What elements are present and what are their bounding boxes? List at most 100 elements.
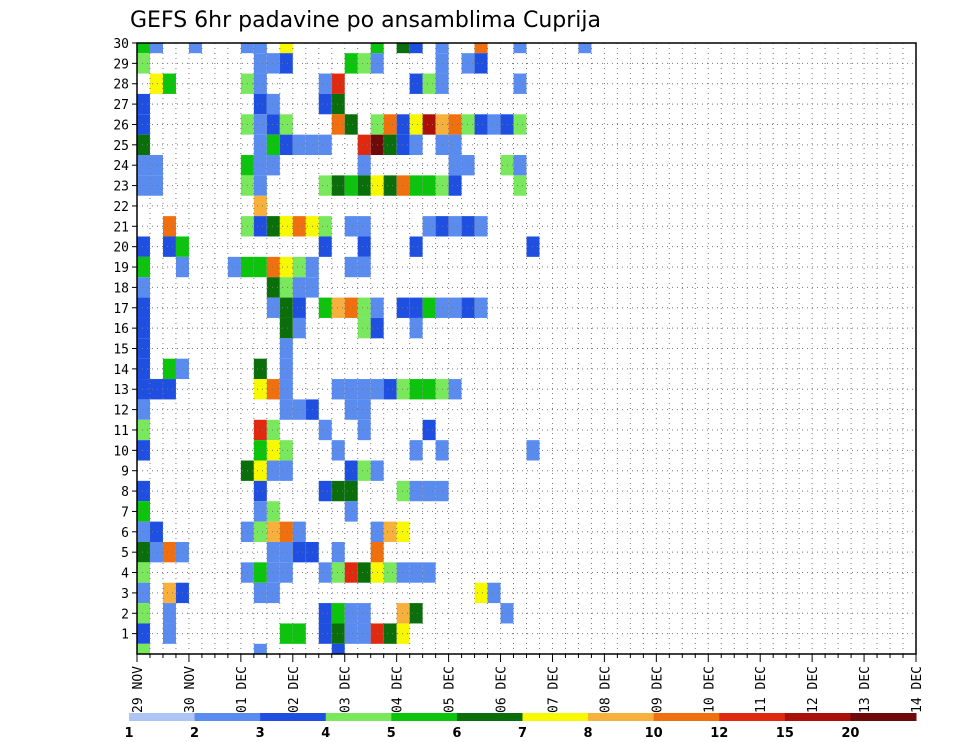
heatmap-cell	[137, 175, 150, 196]
heatmap-cell	[409, 297, 423, 318]
heatmap-cell	[253, 440, 267, 461]
heatmap-cell	[409, 43, 423, 54]
heatmap-cell	[344, 216, 358, 237]
heatmap-cell	[383, 623, 397, 644]
heatmap-cell	[448, 379, 462, 400]
heatmap-cell	[331, 541, 345, 563]
heatmap-cell	[318, 175, 332, 196]
y-tick-label: 26	[113, 118, 129, 133]
heatmap-cell	[435, 43, 449, 54]
heatmap-cell	[137, 480, 150, 502]
heatmap-cell	[149, 43, 163, 54]
heatmap-cell	[279, 399, 293, 420]
heatmap-cell	[253, 256, 267, 278]
heatmap-cell	[513, 155, 527, 176]
heatmap-cell	[162, 73, 176, 94]
heatmap-cell	[137, 643, 150, 654]
x-tick-label: 11 DEC	[754, 666, 769, 713]
x-tick-label: 01 DEC	[235, 666, 250, 713]
heatmap-cell	[331, 643, 345, 654]
heatmap-cell	[137, 277, 150, 298]
heatmap-cell	[162, 236, 176, 257]
heatmap-cell	[137, 53, 150, 74]
heatmap-cell	[383, 521, 397, 542]
heatmap-cell	[422, 297, 436, 318]
heatmap-cell	[253, 53, 267, 74]
heatmap-cell	[279, 216, 293, 237]
heatmap-cell	[344, 297, 358, 318]
heatmap-cell	[279, 379, 293, 400]
heatmap-cell	[137, 399, 150, 420]
y-tick-label: 14	[113, 363, 129, 378]
y-tick-label: 10	[113, 444, 129, 459]
heatmap-cell	[318, 73, 332, 94]
heatmap-cell	[266, 419, 280, 441]
heatmap-cell	[357, 155, 371, 176]
heatmap-cell	[344, 379, 358, 400]
heatmap-cell	[266, 379, 280, 400]
heatmap-cell	[513, 175, 527, 196]
heatmap-cell	[370, 43, 384, 54]
heatmap-cell	[279, 277, 293, 298]
x-tick-label: 03 DEC	[339, 666, 354, 713]
y-tick-label: 8	[121, 485, 129, 500]
grid-lines	[137, 42, 916, 654]
colorbar-label: 5	[387, 726, 396, 741]
heatmap-cell	[357, 175, 371, 196]
colorbar-swatch	[850, 713, 917, 721]
heatmap-cell	[279, 134, 293, 156]
y-tick-label: 27	[113, 98, 129, 113]
heatmap-cell	[318, 562, 332, 583]
heatmap-cell	[487, 582, 501, 604]
heatmap-cell	[331, 297, 345, 318]
heatmap-cell	[383, 562, 397, 583]
heatmap-cell	[266, 155, 280, 176]
colorbar-label: 1	[124, 726, 133, 741]
heatmap-cell	[331, 480, 345, 502]
heatmap-cell	[266, 216, 280, 237]
heatmap-cell	[318, 603, 332, 624]
heatmap-cell	[318, 623, 332, 644]
heatmap-cell	[266, 256, 280, 278]
x-tick-label: 08 DEC	[598, 666, 613, 713]
heatmap-cell	[137, 317, 150, 339]
heatmap-cell	[279, 562, 293, 583]
heatmap-cell	[292, 541, 306, 563]
heatmap-cell	[331, 562, 345, 583]
heatmap-cell	[279, 460, 293, 481]
heatmap-cell	[292, 256, 306, 278]
heatmap-cell	[422, 562, 436, 583]
heatmap-cell	[137, 541, 150, 563]
heatmap-cell	[253, 43, 267, 54]
heatmap-cell	[344, 480, 358, 502]
heatmap-cell	[409, 562, 423, 583]
heatmap-cell	[357, 134, 371, 156]
heatmap-cell	[357, 603, 371, 624]
x-tick-label: 09 DEC	[650, 666, 665, 713]
heatmap-cell	[253, 73, 267, 94]
heatmap-cell	[253, 216, 267, 237]
heatmap-cell	[188, 43, 202, 54]
x-tick-label: 14 DEC	[910, 666, 925, 713]
heatmap-cell	[448, 114, 462, 135]
heatmap-cell	[409, 440, 423, 461]
heatmap-cell	[409, 175, 423, 196]
heatmap-cell	[253, 460, 267, 481]
heatmap-cell	[409, 480, 423, 502]
heatmap-cell	[137, 43, 150, 54]
heatmap-cell	[279, 541, 293, 563]
x-tick-label: 12 DEC	[806, 666, 821, 713]
heatmap-cell	[292, 277, 306, 298]
heatmap-cell	[422, 175, 436, 196]
heatmap-cell	[279, 53, 293, 74]
y-tick-label: 13	[113, 383, 129, 398]
heatmap-cell	[331, 623, 345, 644]
heatmap-cell	[318, 134, 332, 156]
heatmap-cell	[331, 379, 345, 400]
heatmap-cell	[344, 399, 358, 420]
heatmap-cell	[266, 460, 280, 481]
heatmap-cell	[357, 419, 371, 441]
heatmap-cell	[474, 43, 488, 54]
heatmap-cell	[149, 379, 163, 400]
heatmap-cell	[331, 93, 345, 115]
